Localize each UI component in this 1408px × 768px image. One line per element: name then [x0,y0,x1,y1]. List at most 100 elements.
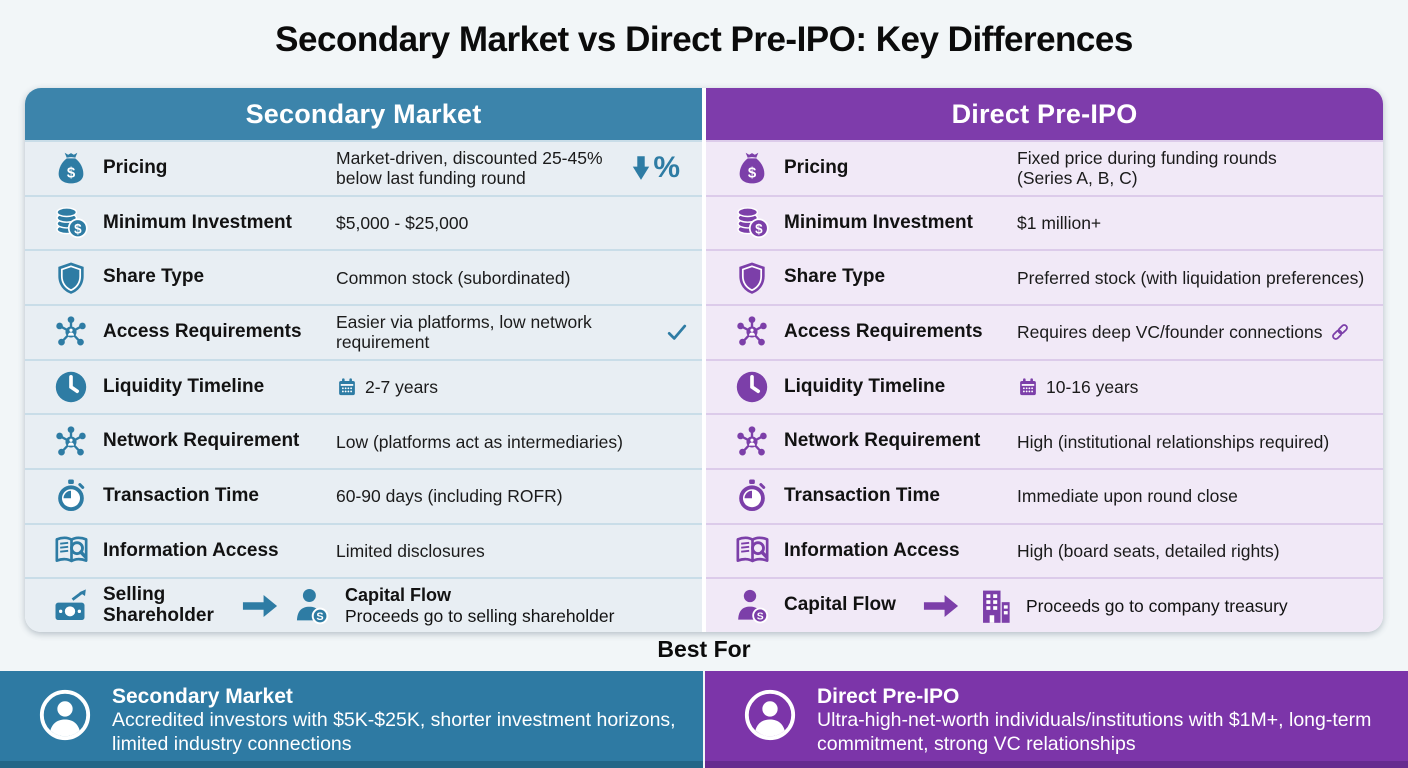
network-icon [39,423,103,461]
money-bag-icon [720,149,784,187]
table-row: Transaction Time Immediate upon round cl… [706,468,1383,523]
best-for-panel-direct-pre-ipo: Direct Pre-IPO Ultra-high-net-worth indi… [705,671,1408,768]
value-title: Capital Flow [345,585,452,606]
row-value: Requires deep VC/founder connections [1017,321,1373,343]
person-dollar-icon [291,585,333,627]
table-row: Access Requirements Easier via platforms… [25,304,702,359]
check-icon [666,321,688,343]
table-row: Share Type Preferred stock (with liquida… [706,249,1383,305]
best-for-panels: Secondary Market Accredited investors wi… [0,671,1408,768]
money-bill-arrow-icon [39,586,103,626]
row-value: Preferred stock (with liquidation prefer… [1017,267,1365,288]
best-for-heading: Best For [657,636,751,662]
column-header-direct-pre-ipo: Direct Pre-IPO [706,88,1383,140]
row-value: Immediate upon round close [1017,486,1238,507]
row-value: 10-16 years [1017,376,1373,398]
row-label: Minimum Investment [784,211,973,233]
table-row-capital-flow: Capital Flow Proceeds go to company trea… [706,577,1383,632]
row-value: Low (platforms act as intermediaries) [336,431,623,452]
row-label: Transaction Time [784,484,940,506]
arrow-right-icon [239,593,281,619]
book-magnifier-icon [39,531,103,571]
row-label: Network Requirement [103,430,300,452]
network-icon [720,423,784,461]
row-label: Access Requirements [784,320,983,342]
row-value: 60-90 days (including ROFR) [336,486,563,507]
row-value: High (board seats, detailed rights) [1017,540,1280,561]
row-label: Minimum Investment [103,211,292,233]
row-value: Common stock (subordinated) [336,267,571,288]
row-value: 2-7 years [336,376,692,398]
avatar-icon [38,688,92,742]
money-bag-icon [39,149,103,187]
panel-title: Direct Pre-IPO [817,685,960,708]
row-label: Transaction Time [103,484,259,506]
column-direct-pre-ipo: Direct Pre-IPO Pricing Fixed price durin… [706,88,1383,632]
panel-bottom-strip [0,761,703,768]
row-label: Liquidity Timeline [784,375,946,397]
arrow-right-icon [920,593,962,619]
panel-divider [703,671,705,768]
discount-indicator: % [632,151,688,186]
table-row: Liquidity Timeline 2-7 years [25,358,702,414]
panel-body: Ultra-high-net-worth individuals/institu… [817,709,1372,756]
avatar-icon [743,688,797,742]
column-header-secondary-market: Secondary Market [25,88,702,140]
row-value: Market-driven, discounted 25-45% below l… [336,148,692,188]
coins-icon [720,204,784,242]
table-row: Information Access High (board seats, de… [706,522,1383,578]
row-value: Limited disclosures [336,540,485,561]
row-label: Information Access [784,539,960,561]
row-value: Fixed price during funding rounds (Serie… [1017,148,1277,189]
table-row: Access Requirements Requires deep VC/fou… [706,304,1383,359]
table-row: Network Requirement Low (platforms act a… [25,413,702,469]
row-label: Information Access [103,539,279,561]
comparison-table: Secondary Market Pricing Market-driven, … [25,88,1383,632]
panel-body: Accredited investors with $5K-$25K, shor… [112,709,676,756]
row-value: Proceeds go to company treasury [1026,595,1288,616]
table-row-capital-flow: Selling Shareholder Capital Flow Proceed… [25,577,702,632]
percent-text: % [653,151,680,185]
table-row: Pricing Fixed price during funding round… [706,140,1383,195]
row-value: High (institutional relationships requir… [1017,431,1330,452]
table-row: Pricing Market-driven, discounted 25-45%… [25,140,702,195]
person-dollar-icon [720,586,784,626]
table-row: Share Type Common stock (subordinated) [25,249,702,305]
page-title: Secondary Market vs Direct Pre-IPO: Key … [275,20,1133,59]
stopwatch-icon [39,477,103,515]
row-label: Selling Shareholder [103,584,214,626]
row-label: Access Requirements [103,320,302,342]
row-label: Share Type [103,266,205,288]
table-row: Information Access Limited disclosures [25,522,702,578]
row-label: Pricing [103,156,168,178]
down-arrow-icon [632,153,650,183]
row-label: Share Type [784,266,886,288]
stopwatch-icon [720,477,784,515]
table-row: Minimum Investment $5,000 - $25,000 [25,194,702,250]
row-label: Network Requirement [784,430,981,452]
calendar-icon [336,376,358,398]
best-for-panel-secondary-market: Secondary Market Accredited investors wi… [0,671,703,768]
calendar-icon [1017,376,1039,398]
clock-icon [39,368,103,406]
row-value: $5,000 - $25,000 [336,212,469,233]
panel-bottom-strip [705,761,1408,768]
coins-icon [39,204,103,242]
table-row: Transaction Time 60-90 days (including R… [25,468,702,523]
table-row: Network Requirement High (institutional … [706,413,1383,469]
row-label: Pricing [784,156,849,178]
column-secondary-market: Secondary Market Pricing Market-driven, … [25,88,702,632]
shield-icon [720,259,784,297]
book-magnifier-icon [720,531,784,571]
panel-title: Secondary Market [112,685,293,708]
network-icon [720,313,784,351]
column-divider [702,88,706,632]
row-value: Capital Flow Proceeds go to selling shar… [345,585,696,626]
shield-icon [39,259,103,297]
network-icon [39,313,103,351]
table-row: Minimum Investment $1 million+ [706,194,1383,250]
row-label: Capital Flow [784,594,896,616]
row-value: Easier via platforms, low network requir… [336,312,692,352]
building-icon [972,585,1014,627]
row-label: Liquidity Timeline [103,375,265,397]
